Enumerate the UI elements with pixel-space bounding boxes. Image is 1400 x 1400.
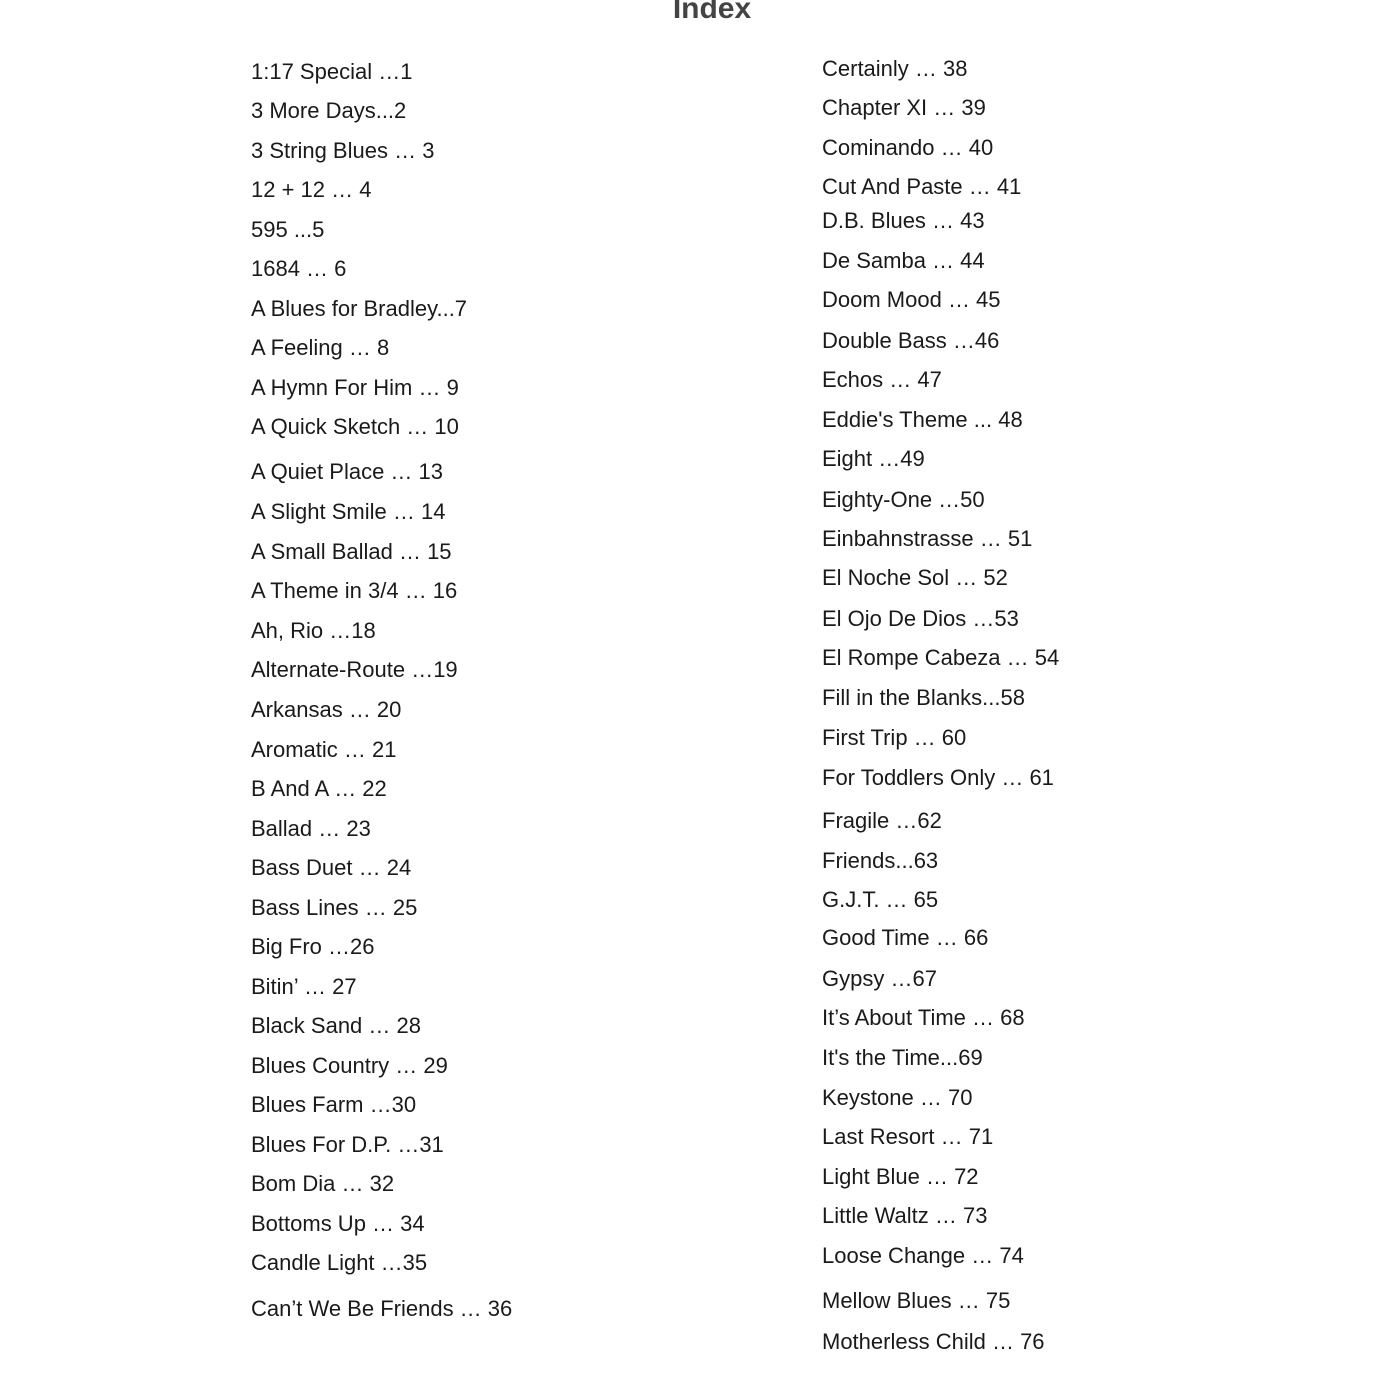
index-entry: Big Fro …26 — [251, 934, 375, 959]
index-entry: Keystone … 70 — [822, 1085, 973, 1110]
index-entry: A Feeling … 8 — [251, 335, 390, 360]
index-entry: Light Blue … 72 — [822, 1164, 979, 1189]
index-entry: El Noche Sol … 52 — [822, 565, 1008, 590]
index-entry: A Slight Smile … 14 — [251, 499, 446, 524]
index-entry: It's the Time...69 — [822, 1045, 983, 1070]
index-entry: 595 ...5 — [251, 217, 325, 242]
index-entry: 3 String Blues … 3 — [251, 138, 435, 163]
index-entry: Black Sand … 28 — [251, 1013, 421, 1038]
page-title: Index — [672, 0, 752, 25]
index-entry: 1684 … 6 — [251, 256, 347, 281]
index-entry: 12 + 12 … 4 — [251, 177, 372, 202]
index-entry: Blues Country … 29 — [251, 1053, 448, 1078]
index-entry: Fragile …62 — [822, 808, 942, 833]
index-entry: Bitin’ … 27 — [251, 974, 357, 999]
index-entry: D.B. Blues … 43 — [822, 208, 985, 233]
index-entry: Motherless Child … 76 — [822, 1329, 1045, 1354]
index-entry: Certainly … 38 — [822, 56, 968, 81]
index-entry: A Quiet Place … 13 — [251, 459, 443, 484]
index-entry: El Ojo De Dios …53 — [822, 606, 1019, 631]
index-entry: Good Time … 66 — [822, 925, 989, 950]
index-entry: A Hymn For Him … 9 — [251, 375, 459, 400]
index-entry: B And A … 22 — [251, 776, 387, 801]
index-entry: Mellow Blues … 75 — [822, 1288, 1011, 1313]
index-entry: Cominando … 40 — [822, 135, 994, 160]
index-entry: Eight …49 — [822, 446, 925, 471]
index-entry: Bom Dia … 32 — [251, 1171, 395, 1196]
index-entry: Bottoms Up … 34 — [251, 1211, 425, 1236]
index-entry: First Trip … 60 — [822, 725, 967, 750]
index-entry: Candle Light …35 — [251, 1250, 428, 1275]
index-entry: Ah, Rio …18 — [251, 618, 376, 643]
index-entry: Loose Change … 74 — [822, 1243, 1024, 1268]
index-entry: 3 More Days...2 — [251, 98, 407, 123]
index-entry: 1:17 Special …1 — [251, 59, 413, 84]
index-entry: Doom Mood … 45 — [822, 287, 1001, 312]
index-entry: Fill in the Blanks...58 — [822, 685, 1025, 710]
index-entry: Last Resort … 71 — [822, 1124, 994, 1149]
index-entry: Friends...63 — [822, 848, 939, 873]
index-entry: El Rompe Cabeza … 54 — [822, 645, 1060, 670]
index-entry: Echos … 47 — [822, 367, 942, 392]
index-entry: A Theme in 3/4 … 16 — [251, 578, 458, 603]
index-entry: A Quick Sketch … 10 — [251, 414, 459, 439]
index-entry: Arkansas … 20 — [251, 697, 402, 722]
index-entry: For Toddlers Only … 61 — [822, 765, 1054, 790]
index-entry: De Samba … 44 — [822, 248, 985, 273]
index-entry: Little Waltz … 73 — [822, 1203, 988, 1228]
index-entry: G.J.T. … 65 — [822, 887, 939, 912]
index-entry: Bass Lines … 25 — [251, 895, 418, 920]
index-entry: Chapter XI … 39 — [822, 95, 986, 120]
index-entry: Einbahnstrasse … 51 — [822, 526, 1033, 551]
index-entry: A Small Ballad … 15 — [251, 539, 452, 564]
index-entry: Ballad … 23 — [251, 816, 371, 841]
index-entry: Blues Farm …30 — [251, 1092, 417, 1117]
index-entry: Eighty-One …50 — [822, 487, 985, 512]
index-entry: Eddie's Theme ... 48 — [822, 407, 1023, 432]
index-entry: Bass Duet … 24 — [251, 855, 412, 880]
index-entry: A Blues for Bradley...7 — [251, 296, 468, 321]
index-entry: Double Bass …46 — [822, 328, 1000, 353]
index-entry: Gypsy …67 — [822, 966, 937, 991]
index-entry: Cut And Paste … 41 — [822, 174, 1022, 199]
index-entry: Can’t We Be Friends … 36 — [251, 1296, 513, 1321]
index-entry: Alternate-Route …19 — [251, 657, 458, 682]
index-entry: Aromatic … 21 — [251, 737, 397, 762]
index-entry: It’s About Time … 68 — [822, 1005, 1025, 1030]
index-entry: Blues For D.P. …31 — [251, 1132, 444, 1157]
